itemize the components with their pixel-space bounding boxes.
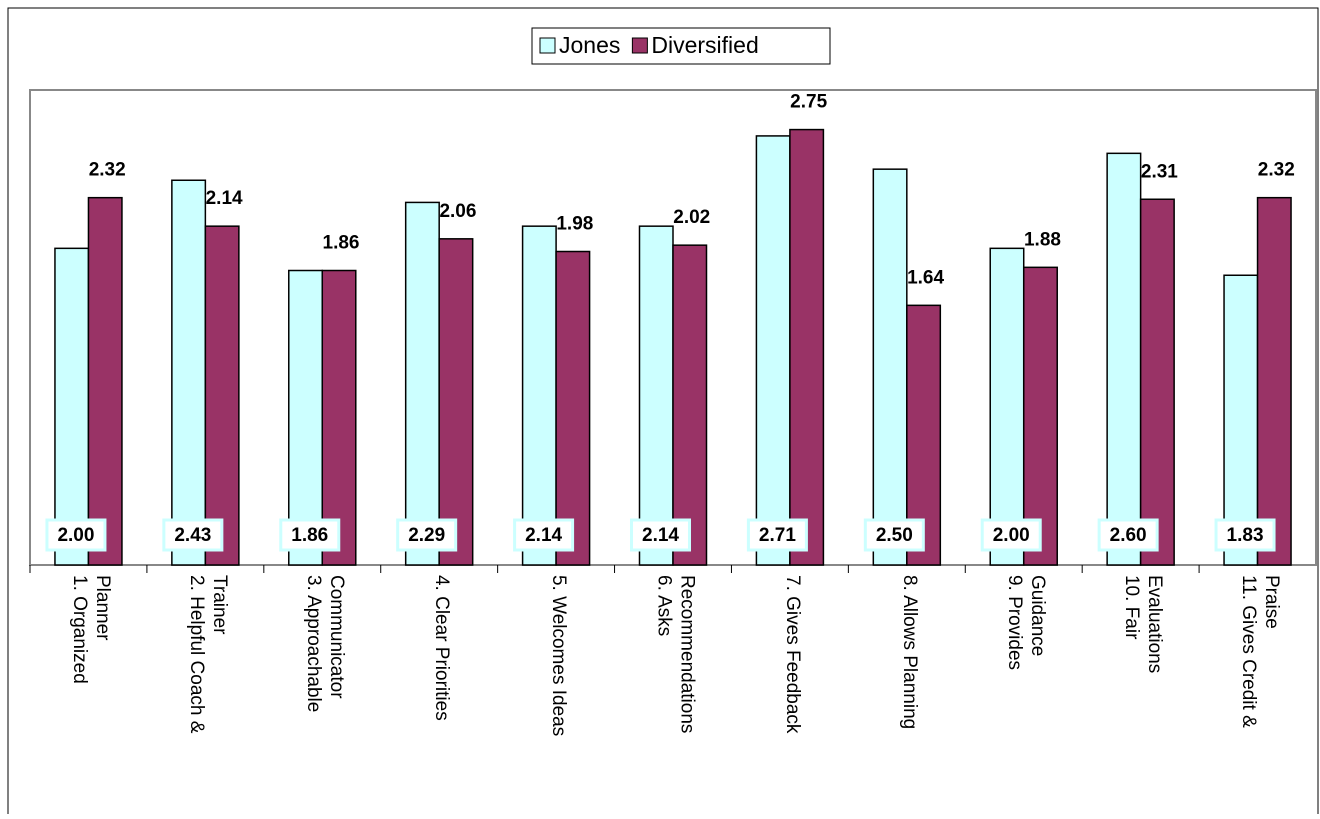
x-tick-label: 4. Clear Priorities xyxy=(431,575,452,721)
value-label: 2.14 xyxy=(525,525,562,546)
value-label: 1.86 xyxy=(323,233,360,254)
value-label-box xyxy=(45,518,107,552)
x-tick-label: 1. Organized Planner xyxy=(69,575,113,684)
value-label-box xyxy=(162,518,224,552)
legend-swatch xyxy=(631,37,648,54)
value-label: 2.00 xyxy=(993,525,1030,546)
value-label-box xyxy=(980,518,1042,552)
value-label: 2.00 xyxy=(57,525,94,546)
value-label: 2.60 xyxy=(1110,525,1147,546)
bar xyxy=(1256,196,1292,566)
bar xyxy=(989,247,1025,566)
legend-label: Diversified xyxy=(651,32,758,58)
bar xyxy=(872,168,908,566)
bar xyxy=(1223,274,1259,566)
value-label-box xyxy=(1214,518,1276,552)
bar xyxy=(288,269,324,566)
value-label-box xyxy=(863,518,925,552)
bar xyxy=(638,225,674,566)
x-tick-label: 7. Gives Feedback xyxy=(782,575,803,734)
x-tick-label: 6. Asks Recommendations xyxy=(653,575,697,733)
value-label-box xyxy=(396,518,458,552)
x-tick-label: 3. Approachable Communicator xyxy=(303,575,347,712)
bar xyxy=(1022,266,1058,566)
value-label: 2.71 xyxy=(759,525,796,546)
value-label: 2.32 xyxy=(1258,160,1295,181)
bar xyxy=(54,247,90,566)
value-label: 1.83 xyxy=(1227,525,1264,546)
legend-box xyxy=(531,27,831,65)
value-label: 1.86 xyxy=(291,525,328,546)
value-label: 2.14 xyxy=(642,525,679,546)
value-label-box xyxy=(513,518,575,552)
value-label: 2.02 xyxy=(673,207,710,228)
bar xyxy=(204,225,240,566)
x-tick-label: 8. Allows Planning xyxy=(899,575,920,729)
value-label: 2.14 xyxy=(206,188,243,209)
x-tick-label: 5. Welcomes Ideas xyxy=(548,575,569,736)
bar xyxy=(755,135,791,566)
value-label: 2.32 xyxy=(89,160,126,181)
value-label: 2.75 xyxy=(790,92,827,113)
bar xyxy=(87,196,123,566)
bar xyxy=(1139,198,1175,566)
bar xyxy=(438,238,474,566)
value-label: 2.06 xyxy=(439,201,476,222)
bar xyxy=(404,201,440,566)
bar xyxy=(321,269,357,566)
bar xyxy=(672,244,708,566)
value-label: 2.50 xyxy=(876,525,913,546)
value-label-box xyxy=(279,518,341,552)
x-tick-label: 9. Provides Guidance xyxy=(1004,575,1048,670)
x-tick-label: 2. Helpful Coach & Trainer xyxy=(186,575,230,734)
legend-swatch xyxy=(539,37,556,54)
bar xyxy=(1106,152,1142,566)
value-label: 1.88 xyxy=(1024,229,1061,250)
value-label-box xyxy=(630,518,691,552)
value-label-box xyxy=(746,518,808,552)
legend-label: Jones xyxy=(559,32,620,58)
x-tick-label: 10. Fair Evaluations xyxy=(1121,575,1165,673)
bar xyxy=(789,128,825,566)
value-label: 1.98 xyxy=(556,214,593,235)
x-tick-label: 11. Gives Credit & Praise xyxy=(1238,575,1282,728)
value-label: 2.29 xyxy=(408,525,445,546)
bar xyxy=(521,225,557,566)
bar xyxy=(555,250,591,566)
value-label: 2.43 xyxy=(174,525,211,546)
bar xyxy=(171,179,207,566)
value-label-box xyxy=(1097,518,1159,552)
value-label: 2.31 xyxy=(1141,161,1178,182)
value-label: 1.64 xyxy=(907,267,944,288)
